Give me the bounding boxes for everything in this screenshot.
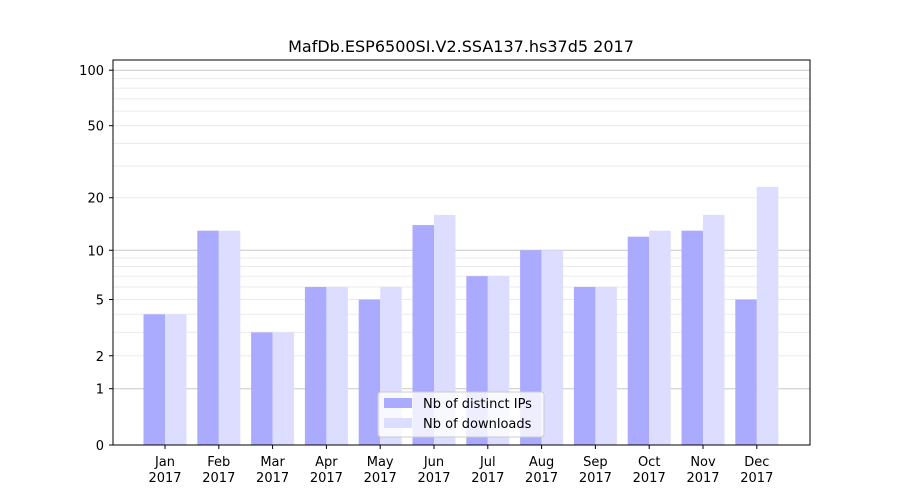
- bar-distinct-ips: [197, 230, 219, 445]
- bar-distinct-ips: [143, 314, 165, 445]
- x-tick-label: Feb 2017: [202, 455, 235, 486]
- x-tick-label: Aug 2017: [525, 455, 558, 486]
- legend-label: Nb of distinct IPs: [423, 397, 532, 412]
- legend: Nb of distinct IPs Nb of downloads: [377, 391, 545, 438]
- x-tick-label: Jul 2017: [471, 455, 504, 486]
- bar-downloads: [326, 286, 348, 445]
- y-tick-label: 0: [96, 439, 104, 454]
- x-tick-label: Mar 2017: [256, 455, 289, 486]
- y-tick-label: 1: [96, 383, 104, 398]
- bar-downloads: [595, 286, 617, 445]
- bar-distinct-ips: [735, 299, 757, 445]
- x-tick-label: May 2017: [364, 455, 397, 486]
- bar-downloads: [756, 186, 779, 445]
- bar-distinct-ips: [358, 299, 381, 445]
- y-tick-label: 100: [79, 64, 104, 79]
- bar-distinct-ips: [681, 230, 703, 445]
- y-tick-label: 2: [96, 350, 104, 365]
- bar-downloads: [218, 230, 241, 445]
- bar-downloads: [272, 332, 295, 445]
- legend-label: Nb of downloads: [423, 417, 532, 432]
- chart-title: MafDb.ESP6500SI.V2.SSA137.hs37d5 2017: [288, 37, 634, 56]
- bar-distinct-ips: [573, 286, 596, 445]
- bar-downloads: [434, 214, 456, 445]
- x-tick-label: Apr 2017: [310, 455, 343, 486]
- x-tick-label: Oct 2017: [633, 455, 666, 486]
- x-tick-label: Jun 2017: [417, 455, 450, 486]
- bar-downloads: [541, 250, 564, 445]
- axes-frame: [112, 59, 811, 446]
- x-tick-label: Dec 2017: [740, 455, 773, 486]
- bar-downloads: [649, 230, 671, 445]
- x-tick-label: Nov 2017: [686, 455, 719, 486]
- bar-downloads: [703, 214, 725, 445]
- x-tick-label: Jan 2017: [148, 455, 181, 486]
- legend-swatch: [384, 398, 412, 408]
- legend-swatch: [384, 418, 412, 428]
- y-tick-label: 50: [87, 120, 104, 135]
- legend-box: [377, 391, 545, 438]
- bar-distinct-ips: [304, 286, 327, 445]
- y-tick-label: 10: [87, 244, 104, 259]
- y-tick-label: 20: [87, 192, 104, 207]
- bar-distinct-ips: [627, 236, 650, 445]
- bar-downloads: [165, 314, 187, 445]
- bar-distinct-ips: [251, 332, 273, 445]
- x-tick-label: Sep 2017: [579, 455, 612, 486]
- y-tick-label: 5: [96, 293, 104, 308]
- bar-distinct-ips: [412, 225, 434, 445]
